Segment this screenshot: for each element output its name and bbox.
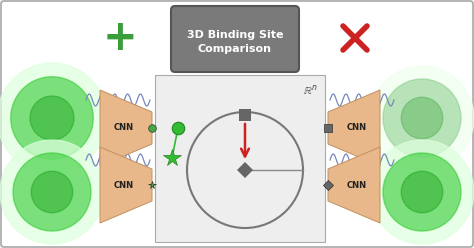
Polygon shape	[100, 90, 152, 166]
Circle shape	[370, 140, 474, 244]
Circle shape	[383, 79, 461, 157]
Circle shape	[370, 66, 474, 170]
Circle shape	[401, 171, 443, 213]
Polygon shape	[328, 90, 380, 166]
Text: +: +	[103, 17, 137, 59]
Circle shape	[383, 153, 461, 231]
Polygon shape	[328, 147, 380, 223]
Text: CNN: CNN	[113, 181, 134, 189]
Text: $\mathbb{R}^n$: $\mathbb{R}^n$	[303, 83, 317, 97]
Circle shape	[0, 63, 107, 173]
Text: CNN: CNN	[346, 181, 367, 189]
Circle shape	[401, 97, 443, 139]
Circle shape	[13, 153, 91, 231]
Circle shape	[30, 96, 74, 140]
Circle shape	[11, 77, 93, 159]
Text: CNN: CNN	[346, 124, 367, 132]
Polygon shape	[100, 147, 152, 223]
Circle shape	[31, 171, 73, 213]
Text: 3D Binding Site
Comparison: 3D Binding Site Comparison	[187, 30, 283, 54]
FancyBboxPatch shape	[171, 6, 299, 72]
Bar	[155, 75, 325, 242]
Circle shape	[0, 140, 104, 244]
Text: CNN: CNN	[113, 124, 134, 132]
